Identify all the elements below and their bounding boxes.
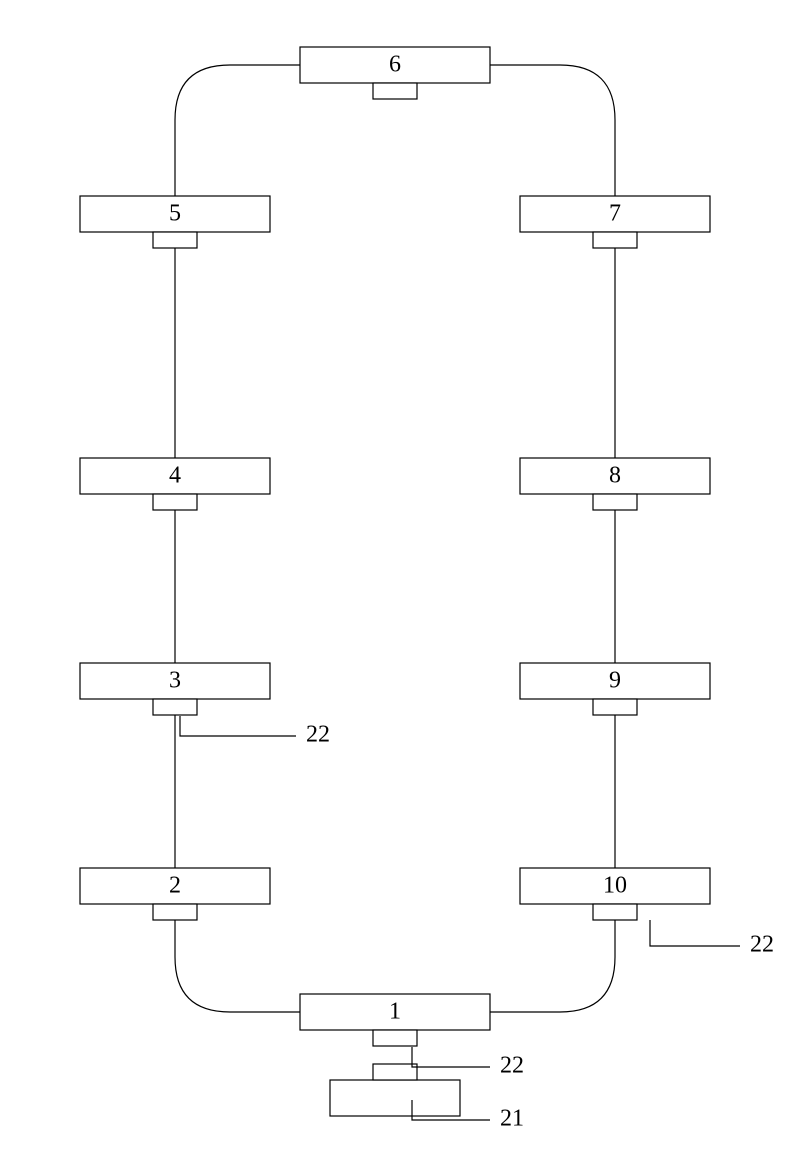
node-n3: 3: [80, 663, 270, 715]
node-label: 10: [603, 873, 627, 899]
callout-leader: [412, 1047, 490, 1067]
node-tab: [153, 904, 197, 920]
node-tab: [153, 699, 197, 715]
node-tab: [593, 699, 637, 715]
node-label: 4: [169, 463, 181, 489]
node-n5: 5: [80, 196, 270, 248]
node-label: 9: [609, 668, 621, 694]
node-tab: [373, 1064, 417, 1080]
callout-label: 22: [750, 932, 774, 958]
callout-label: 21: [500, 1106, 524, 1132]
node-n10: 10: [520, 868, 710, 920]
node-tab: [593, 904, 637, 920]
callout-label: 22: [500, 1053, 524, 1079]
node-label: 6: [389, 52, 401, 78]
node-label: 1: [389, 999, 401, 1025]
node-n9: 9: [520, 663, 710, 715]
node-label: 8: [609, 463, 621, 489]
callout-leader: [650, 920, 740, 946]
node-tab: [153, 232, 197, 248]
node-n7: 7: [520, 196, 710, 248]
node-tab: [373, 1030, 417, 1046]
callout-label: 22: [306, 722, 330, 748]
node-tab: [153, 494, 197, 510]
node-n21: [330, 1064, 460, 1116]
node-tab: [593, 232, 637, 248]
node-tab: [593, 494, 637, 510]
node-n2: 2: [80, 868, 270, 920]
node-n1: 1: [300, 994, 490, 1046]
node-label: 7: [609, 201, 621, 227]
node-tab: [373, 83, 417, 99]
node-label: 2: [169, 873, 181, 899]
node-n8: 8: [520, 458, 710, 510]
node-n6: 6: [300, 47, 490, 99]
node-n4: 4: [80, 458, 270, 510]
callout-leader: [180, 716, 296, 736]
node-label: 3: [169, 668, 181, 694]
node-label: 5: [169, 201, 181, 227]
